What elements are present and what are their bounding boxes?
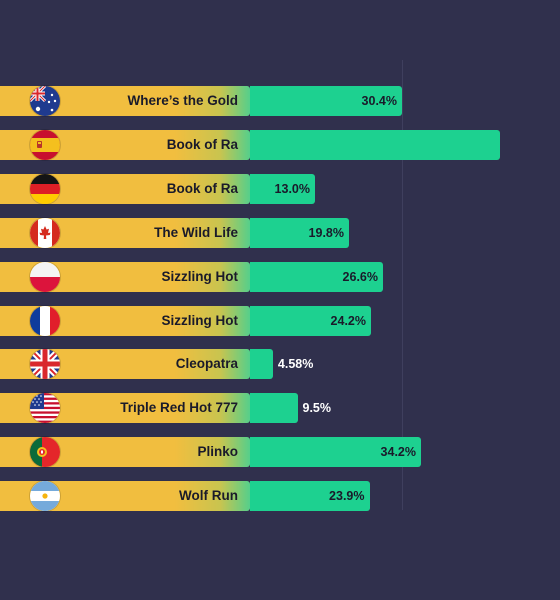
category-label: Wolf Run	[179, 488, 238, 504]
category-label-bar: Triple Red Hot 777	[0, 393, 250, 424]
value-bar	[250, 129, 500, 160]
category-label-bar: Book of Ra	[0, 173, 250, 204]
argentina-flag-icon	[30, 481, 60, 512]
category-label: Book of Ra	[166, 180, 238, 196]
category-label-bar: Sizzling Hot	[0, 261, 250, 292]
category-label: The Wild Life	[154, 224, 238, 240]
value-bar	[250, 349, 273, 380]
bar-row: Plinko 34.2%	[0, 437, 560, 468]
value-bar	[250, 481, 370, 512]
value-bar	[250, 173, 315, 204]
portugal-flag-icon	[30, 437, 60, 468]
value-label: 4.58%	[277, 357, 314, 372]
germany-flag-icon	[30, 173, 60, 204]
value-label: 30.4%	[361, 94, 397, 108]
value-bar	[250, 305, 371, 336]
value-bar	[250, 217, 349, 248]
poland-flag-icon	[30, 261, 60, 292]
value-label: 19.8%	[308, 225, 344, 240]
category-label-bar: Wolf Run	[0, 481, 250, 512]
value-bar	[250, 437, 421, 468]
value-label: 26.6%	[342, 269, 378, 284]
value-label: 9.5%	[302, 401, 332, 416]
value-bar	[250, 393, 298, 424]
bar-row: Triple Red Hot 777 9.5%	[0, 393, 560, 424]
usa-flag-icon	[30, 393, 60, 424]
value-label: 23.9%	[329, 489, 365, 504]
value-bar	[250, 86, 402, 116]
uk-flag-icon	[30, 349, 60, 380]
gridline	[402, 60, 403, 510]
bar-row: Book of Ra 13.0%	[0, 173, 560, 204]
bar-row: Wolf Run 23.9%	[0, 481, 560, 512]
category-label-bar: Plinko	[0, 437, 250, 468]
category-label-bar: Book of Ra	[0, 129, 250, 160]
value-label: 34.2%	[380, 445, 416, 460]
bar-row: Sizzling Hot 26.6%	[0, 261, 560, 292]
bar-row: Where’s the Gold 30.4%	[0, 86, 560, 116]
category-label: Book of Ra	[166, 136, 238, 152]
spain-flag-icon	[30, 129, 60, 160]
category-label: Sizzling Hot	[161, 312, 239, 328]
category-label-bar: Where’s the Gold	[0, 86, 250, 116]
france-flag-icon	[30, 305, 60, 336]
category-label: Cleopatra	[175, 356, 238, 372]
bar-row: Cleopatra 4.58%	[0, 349, 560, 380]
category-label-bar: The Wild Life	[0, 217, 250, 248]
bar-row: Sizzling Hot 24.2%	[0, 305, 560, 336]
bar-row: Book of Ra	[0, 129, 560, 160]
category-label: Triple Red Hot 777	[120, 400, 238, 416]
value-label: 24.2%	[330, 313, 366, 328]
category-label: Where’s the Gold	[127, 93, 238, 108]
australia-flag-icon	[30, 86, 60, 116]
value-bar	[250, 261, 383, 292]
bar-row: The Wild Life 19.8%	[0, 217, 560, 248]
category-label-bar: Cleopatra	[0, 349, 250, 380]
category-label: Sizzling Hot	[161, 268, 239, 284]
value-label: 13.0%	[274, 181, 310, 196]
canada-flag-icon	[30, 217, 60, 248]
category-label-bar: Sizzling Hot	[0, 305, 250, 336]
category-label: Plinko	[197, 444, 238, 460]
